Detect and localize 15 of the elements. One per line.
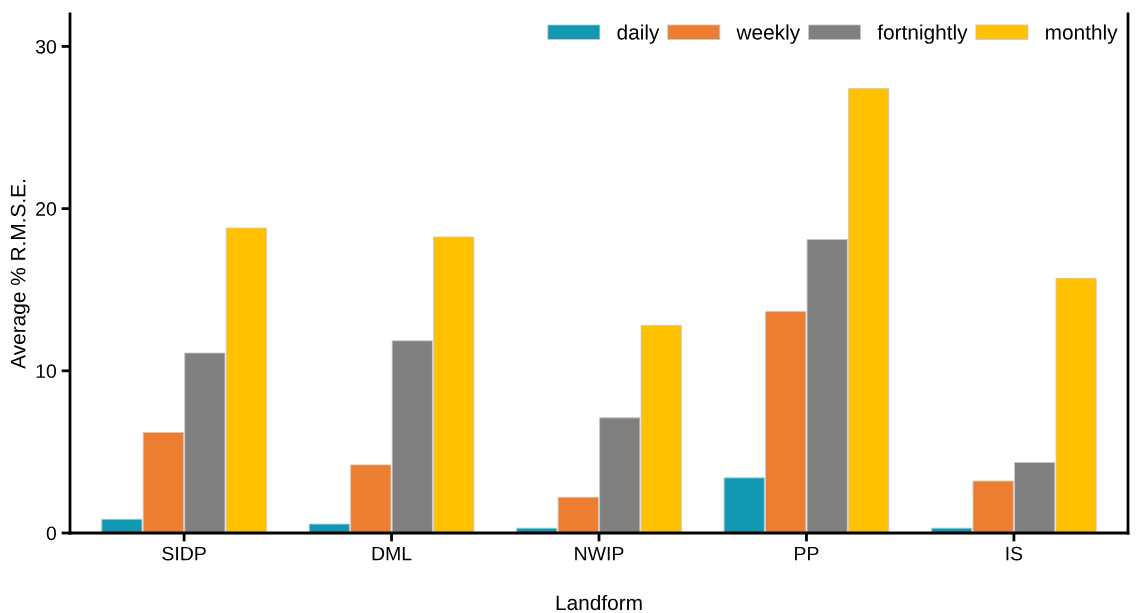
y-tick-label: 0 xyxy=(46,526,57,541)
legend-label: weekly xyxy=(736,24,801,44)
x-tick-label: PP xyxy=(795,546,819,561)
x-tick-label: SIDP xyxy=(162,546,206,561)
x-axis-title: Landform xyxy=(556,594,642,611)
y-tick-label: 30 xyxy=(35,39,57,54)
x-tick-label: DML xyxy=(372,546,412,561)
x-tick-label: NWIP xyxy=(575,546,624,561)
x-tick-label: IS xyxy=(1006,546,1023,561)
legend-label: fortnightly xyxy=(877,24,968,44)
legend-label: monthly xyxy=(1046,24,1118,44)
y-tick-label: 20 xyxy=(36,202,57,216)
y-axis-title: Average % R.M.S.E. xyxy=(10,180,30,369)
legend-label: daily xyxy=(617,24,660,44)
y-tick-label: 10 xyxy=(36,364,57,379)
